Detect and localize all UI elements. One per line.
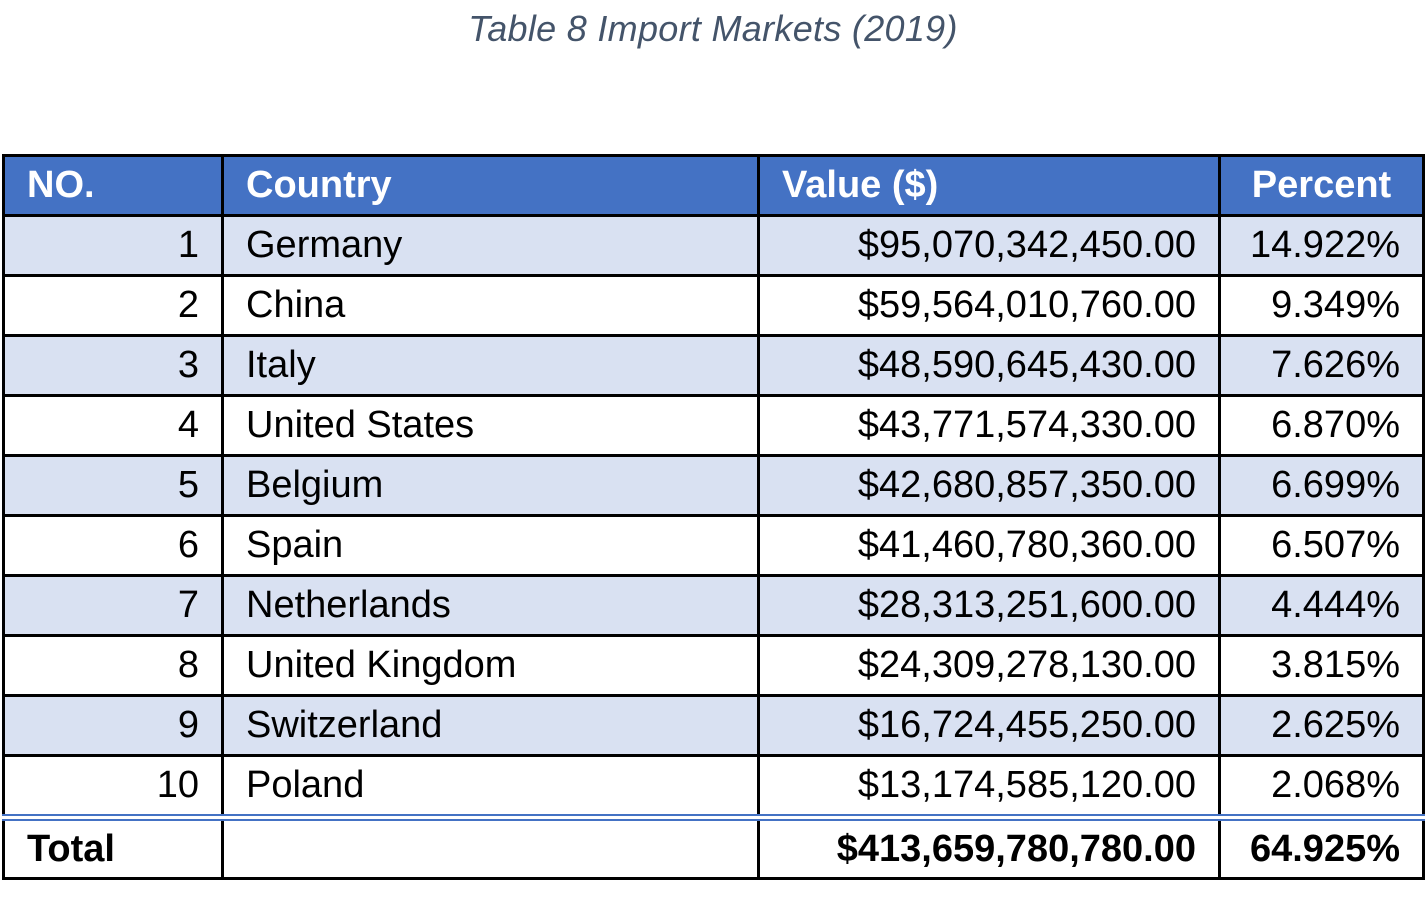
header-no: NO. xyxy=(2,154,224,217)
row-percent: 6.699% xyxy=(1218,454,1425,517)
table-row: 10 Poland $13,174,585,120.00 2.068% xyxy=(2,754,1425,819)
row-no: 7 xyxy=(2,574,224,637)
total-label: Total xyxy=(2,814,224,880)
row-country: Belgium xyxy=(221,454,760,517)
row-percent: 3.815% xyxy=(1218,634,1425,697)
row-country: China xyxy=(221,274,760,337)
row-no: 6 xyxy=(2,514,224,577)
table-row: 7 Netherlands $28,313,251,600.00 4.444% xyxy=(2,574,1425,637)
table-row: 3 Italy $48,590,645,430.00 7.626% xyxy=(2,334,1425,397)
table-header-row: NO. Country Value ($) Percent xyxy=(2,154,1425,217)
row-percent: 14.922% xyxy=(1218,214,1425,277)
row-country: Italy xyxy=(221,334,760,397)
header-value: Value ($) xyxy=(757,154,1221,217)
table-row: 2 China $59,564,010,760.00 9.349% xyxy=(2,274,1425,337)
row-percent: 2.625% xyxy=(1218,694,1425,757)
row-country: United States xyxy=(221,394,760,457)
row-value: $59,564,010,760.00 xyxy=(757,274,1221,337)
row-no: 1 xyxy=(2,214,224,277)
row-value: $42,680,857,350.00 xyxy=(757,454,1221,517)
row-no: 8 xyxy=(2,634,224,697)
header-country: Country xyxy=(221,154,760,217)
row-no: 2 xyxy=(2,274,224,337)
row-no: 4 xyxy=(2,394,224,457)
row-percent: 6.870% xyxy=(1218,394,1425,457)
total-value: $413,659,780,780.00 xyxy=(757,814,1221,880)
row-value: $41,460,780,360.00 xyxy=(757,514,1221,577)
row-percent: 2.068% xyxy=(1218,754,1425,819)
import-markets-table: NO. Country Value ($) Percent 1 Germany … xyxy=(2,154,1425,880)
table-row: 1 Germany $95,070,342,450.00 14.922% xyxy=(2,214,1425,277)
row-no: 5 xyxy=(2,454,224,517)
row-value: $95,070,342,450.00 xyxy=(757,214,1221,277)
total-row: Total $413,659,780,780.00 64.925% xyxy=(2,814,1425,880)
table-caption: Table 8 Import Markets (2019) xyxy=(468,8,958,49)
row-value: $28,313,251,600.00 xyxy=(757,574,1221,637)
table-row: 6 Spain $41,460,780,360.00 6.507% xyxy=(2,514,1425,577)
row-no: 9 xyxy=(2,694,224,757)
row-percent: 7.626% xyxy=(1218,334,1425,397)
row-value: $16,724,455,250.00 xyxy=(757,694,1221,757)
row-country: Spain xyxy=(221,514,760,577)
row-country: Poland xyxy=(221,754,760,819)
row-no: 10 xyxy=(2,754,224,819)
row-value: $48,590,645,430.00 xyxy=(757,334,1221,397)
table-row: 8 United Kingdom $24,309,278,130.00 3.81… xyxy=(2,634,1425,697)
row-value: $43,771,574,330.00 xyxy=(757,394,1221,457)
row-no: 3 xyxy=(2,334,224,397)
table-row: 4 United States $43,771,574,330.00 6.870… xyxy=(2,394,1425,457)
row-value: $13,174,585,120.00 xyxy=(757,754,1221,819)
header-percent: Percent xyxy=(1218,154,1425,217)
row-country: Switzerland xyxy=(221,694,760,757)
row-country: United Kingdom xyxy=(221,634,760,697)
row-percent: 4.444% xyxy=(1218,574,1425,637)
row-country: Netherlands xyxy=(221,574,760,637)
table-row: 9 Switzerland $16,724,455,250.00 2.625% xyxy=(2,694,1425,757)
total-country xyxy=(221,814,760,880)
total-percent: 64.925% xyxy=(1218,814,1425,880)
row-percent: 6.507% xyxy=(1218,514,1425,577)
row-percent: 9.349% xyxy=(1218,274,1425,337)
row-value: $24,309,278,130.00 xyxy=(757,634,1221,697)
row-country: Germany xyxy=(221,214,760,277)
table-row: 5 Belgium $42,680,857,350.00 6.699% xyxy=(2,454,1425,517)
